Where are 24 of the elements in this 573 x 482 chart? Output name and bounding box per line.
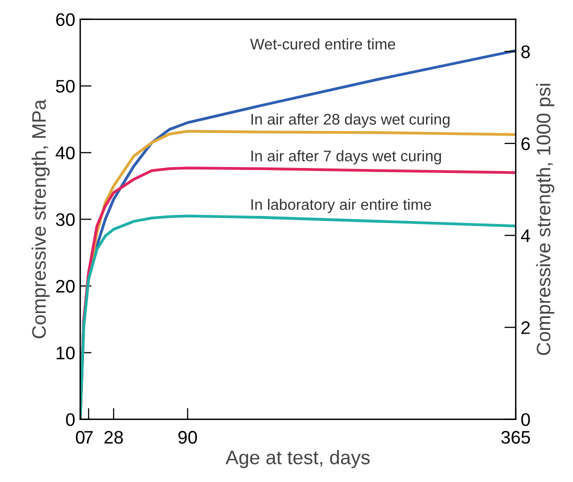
y-tick-label: 10 xyxy=(56,346,75,360)
y2-tick-label: 6 xyxy=(521,137,530,150)
x-tick-label: 90 xyxy=(178,430,197,444)
y-tick-label: 40 xyxy=(56,146,75,160)
y-tick-label: 20 xyxy=(56,280,75,293)
x-tick-label: 365 xyxy=(501,430,530,444)
series-label: In air after 28 days wet curing xyxy=(251,113,450,128)
x-tick-label: 28 xyxy=(104,430,123,444)
y-tick-label: 30 xyxy=(56,213,75,226)
series-label: In laboratory air entire time xyxy=(251,198,432,213)
x-tick-label: 0 xyxy=(76,430,85,444)
y2-axis-title: Compressive strength, 1000 psi xyxy=(536,84,554,356)
y-tick-label: 60 xyxy=(56,13,75,26)
x-axis-title: Age at test, days xyxy=(226,450,370,468)
y-tick-label: 50 xyxy=(56,80,75,93)
y2-tick-label: 2 xyxy=(521,321,530,334)
y-tick-label: 0 xyxy=(66,413,75,426)
y2-tick-label: 0 xyxy=(521,413,530,426)
y2-tick-label: 4 xyxy=(520,230,530,242)
series-label: In air after 7 days wet curing xyxy=(251,150,441,164)
y2-tick-label: 8 xyxy=(521,45,530,58)
y-axis-title: Compressive strength, MPa xyxy=(32,99,50,338)
series-label: Wet-cured entire time xyxy=(250,38,396,50)
x-tick-label: 7 xyxy=(84,431,93,444)
